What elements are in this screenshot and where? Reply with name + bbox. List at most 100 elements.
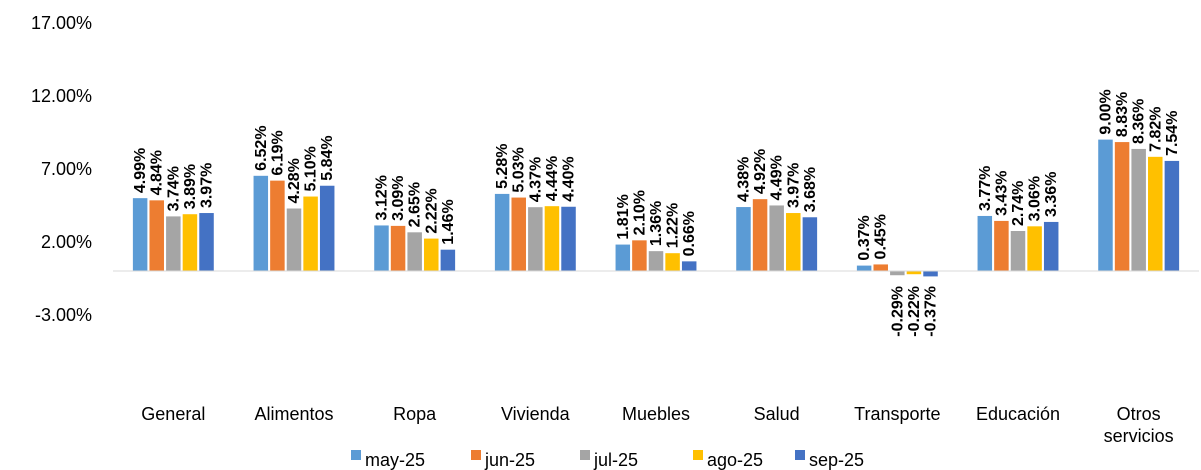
- legend-item: sep-25: [795, 450, 864, 470]
- data-label: 6.19%: [269, 130, 286, 175]
- legend: may-25 jun-25 jul-25 ago-25 sep-25: [351, 450, 864, 470]
- data-label: 4.40%: [561, 156, 578, 201]
- data-label: 1.46%: [440, 199, 457, 244]
- data-label: -0.29%: [889, 286, 906, 337]
- data-label: 9.00%: [1097, 89, 1114, 134]
- bar: [424, 238, 439, 271]
- data-label: 5.84%: [319, 135, 336, 180]
- y-axis: 17.00% 12.00% 7.00% 2.00% -3.00%: [31, 13, 92, 325]
- data-label: 7.82%: [1147, 106, 1164, 151]
- data-label: 2.65%: [407, 182, 424, 227]
- data-label: 2.10%: [631, 190, 648, 235]
- data-label: 3.36%: [1043, 172, 1060, 217]
- data-label: 3.68%: [802, 167, 819, 212]
- data-label: 3.74%: [165, 166, 182, 211]
- data-label: 2.74%: [1010, 181, 1027, 226]
- legend-swatch: [693, 450, 703, 460]
- bar: [390, 225, 406, 271]
- data-label: 4.38%: [735, 157, 752, 202]
- data-label: 3.97%: [199, 163, 216, 208]
- data-label: 7.54%: [1164, 111, 1181, 156]
- bar: [303, 196, 318, 271]
- category-label: Alimentos: [254, 404, 333, 424]
- data-label: 3.97%: [785, 163, 802, 208]
- legend-label: jul-25: [593, 450, 638, 470]
- data-label: 8.36%: [1131, 99, 1148, 144]
- bar: [736, 207, 751, 271]
- bar: [544, 206, 560, 271]
- data-label: 1.22%: [665, 203, 682, 248]
- bar: [253, 175, 269, 271]
- bar: [1010, 231, 1026, 271]
- bar: [977, 215, 993, 271]
- bar: [270, 180, 285, 271]
- data-label: -0.37%: [923, 286, 940, 337]
- legend-swatch: [471, 450, 481, 460]
- data-label: 3.09%: [390, 176, 407, 221]
- bar: [994, 220, 1009, 271]
- data-label: 1.36%: [648, 201, 665, 246]
- legend-item: may-25: [351, 450, 425, 470]
- category-label: Ropa: [393, 404, 437, 424]
- data-label: 3.89%: [182, 164, 199, 209]
- bar: [873, 264, 888, 271]
- legend-swatch: [580, 450, 590, 460]
- data-label: 4.28%: [286, 158, 303, 203]
- bar: [856, 265, 872, 271]
- data-label: 0.37%: [856, 215, 873, 260]
- bar: [890, 271, 905, 276]
- bars: [132, 139, 1180, 277]
- bar: [648, 251, 664, 271]
- data-label: 8.83%: [1114, 92, 1131, 137]
- bar: [1164, 160, 1180, 271]
- legend-label: sep-25: [809, 450, 864, 470]
- data-label: 5.03%: [511, 147, 528, 192]
- legend-item: ago-25: [693, 450, 763, 470]
- bar: [319, 185, 335, 271]
- bar: [1043, 221, 1059, 271]
- data-label: 4.92%: [752, 149, 769, 194]
- bar: [132, 198, 148, 271]
- category-label: Salud: [754, 404, 800, 424]
- data-label: 3.43%: [993, 171, 1010, 216]
- bar: [440, 249, 456, 271]
- y-tick-label: 2.00%: [41, 232, 92, 252]
- bar: [802, 217, 818, 271]
- data-label: 0.66%: [681, 211, 698, 256]
- bar: [166, 216, 181, 271]
- data-label: 4.49%: [769, 155, 786, 200]
- data-label: 3.77%: [977, 166, 994, 211]
- data-label: 4.84%: [149, 150, 166, 195]
- bar: [1098, 139, 1113, 271]
- data-label: 3.06%: [1027, 176, 1044, 221]
- data-label: 6.52%: [253, 125, 270, 170]
- category-label: Muebles: [622, 404, 690, 424]
- legend-item: jul-25: [580, 450, 638, 470]
- legend-label: may-25: [365, 450, 425, 470]
- bar: [1027, 226, 1042, 271]
- bar: [665, 253, 680, 271]
- legend-label: jun-25: [484, 450, 535, 470]
- bar: [752, 199, 768, 271]
- bar: [199, 213, 214, 271]
- category-label: Transporte: [854, 404, 940, 424]
- data-label: 4.44%: [544, 156, 561, 201]
- legend-label: ago-25: [707, 450, 763, 470]
- category-label: Vivienda: [501, 404, 571, 424]
- bar: [615, 244, 631, 271]
- data-label: 3.12%: [373, 175, 390, 220]
- data-label: 5.10%: [303, 146, 320, 191]
- data-label: 5.28%: [494, 144, 511, 189]
- data-label: 0.45%: [873, 214, 890, 259]
- bar: [1131, 148, 1146, 271]
- bar: [511, 197, 526, 271]
- bar: [528, 207, 543, 271]
- bar: [769, 205, 784, 271]
- bar: [1114, 142, 1130, 271]
- x-axis: General Alimentos Ropa Vivienda Muebles Salud…: [141, 404, 1173, 446]
- bar: [374, 225, 389, 271]
- legend-item: jun-25: [471, 450, 535, 470]
- category-label: General: [141, 404, 205, 424]
- y-tick-label: 17.00%: [31, 13, 92, 33]
